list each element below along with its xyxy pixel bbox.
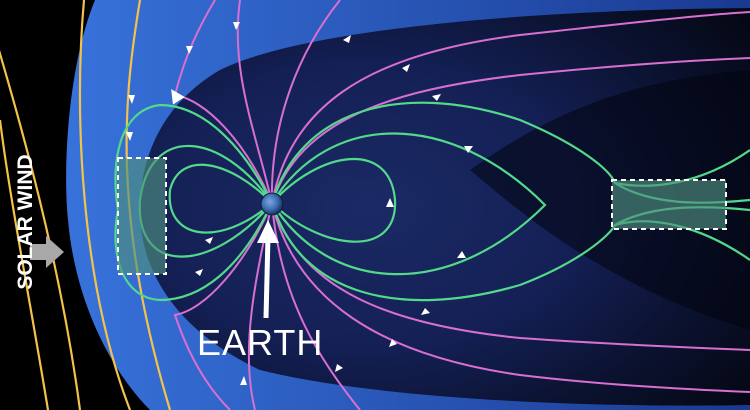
closed-field-line-4 [271,132,547,276]
field-arrow [457,251,466,258]
earth-pointer-arrow [257,220,279,319]
closed-field-line-3 [271,157,397,243]
open-field-lines [171,0,750,410]
dayside-reconnection-region [117,157,167,275]
earth-globe [260,192,284,216]
field-arrow [128,95,135,104]
field-arrow [421,308,430,315]
field-arrow [195,269,203,276]
field-arrow [389,339,397,347]
field-arrow [464,146,473,153]
solar-wind-line-1 [0,49,82,410]
solar-wind-line-2 [78,0,132,410]
solar-wind-lines [0,0,172,410]
field-arrow [432,94,441,101]
open-field-line-6 [173,202,273,410]
field-arrows [126,22,473,385]
field-arrow [335,364,343,372]
solar-wind-label: SOLAR WIND [14,154,37,290]
field-arrow [186,46,193,54]
magnetotail [470,70,750,330]
earth-label: EARTH [197,322,324,363]
field-arrow [126,132,133,141]
field-arrow [240,376,247,385]
field-arrow [233,22,240,30]
open-field-line-10 [271,202,750,351]
closed-field-line-8 [114,202,273,302]
open-field-line-4 [271,11,750,204]
closed-field-line-7 [114,103,273,211]
open-field-line-3 [270,0,341,204]
open-field-line-1 [171,0,273,204]
open-field-line-9 [271,202,750,393]
field-arrow [343,35,351,43]
solar-wind-line-4 [0,119,50,410]
field-arrow [402,64,410,72]
field-arrow [205,237,213,244]
solar-wind-arrow [30,236,64,268]
closed-field-line-1 [168,163,273,234]
field-arrow [386,198,394,207]
open-field-line-5 [271,57,750,204]
tail-reconnection-region [611,179,727,230]
